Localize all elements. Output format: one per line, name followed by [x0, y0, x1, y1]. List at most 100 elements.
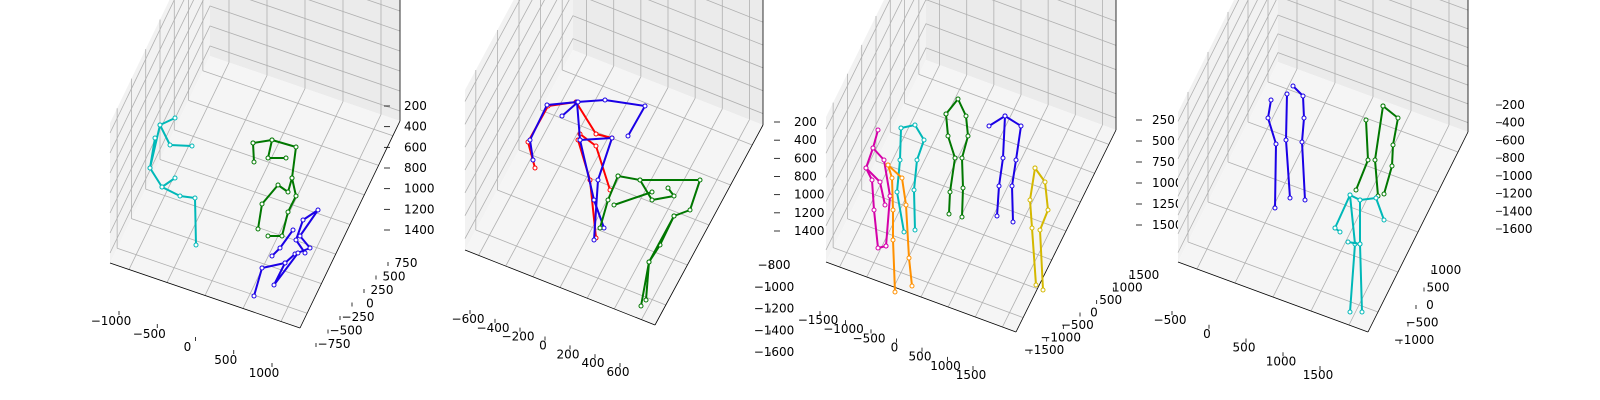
z-tick-label: 1500 [1152, 218, 1183, 232]
z-tick-label: 400 [1502, 116, 1525, 130]
x-axis-line [464, 249, 656, 326]
skeleton-joint [289, 175, 295, 181]
x-axis-line [1177, 261, 1369, 333]
gridline [131, 218, 322, 285]
skeleton-bone [872, 147, 891, 247]
gridline [109, 0, 175, 134]
gridline [159, 159, 351, 225]
gridline [1177, 0, 1469, 178]
skeleton-joint [1337, 229, 1343, 235]
gridline [464, 0, 764, 148]
skeleton-joint [544, 102, 550, 108]
skeleton-joint [271, 282, 277, 288]
skeleton-joint [903, 202, 909, 208]
skeleton-joint [285, 189, 291, 195]
skeleton-joint [637, 177, 643, 183]
skeleton-joint [269, 253, 275, 259]
y-tick-label: −1000 [1394, 333, 1435, 347]
x-tick-label: 0 [184, 340, 192, 354]
skeleton-joint [697, 177, 703, 183]
skeleton-joint [1045, 207, 1051, 213]
skeleton-joint [290, 227, 296, 233]
skeleton-bone [613, 191, 653, 206]
skeleton-joint [152, 135, 158, 141]
skeleton-joint [955, 96, 961, 102]
skeleton-joint [1395, 115, 1401, 121]
skeleton-joint [665, 185, 671, 191]
skeleton-joint [892, 289, 898, 295]
y-axis-line [654, 124, 764, 326]
y-tick-label: 0 [1090, 306, 1098, 320]
gridline [825, 0, 1117, 154]
skeleton-joint [293, 193, 299, 199]
gridline [847, 218, 1038, 290]
skeleton-joint [906, 255, 912, 261]
skeleton-joint [1302, 197, 1308, 203]
skeleton-joint [1027, 197, 1033, 203]
x-tick-label: −500 [1154, 313, 1187, 327]
skeleton-joint [1283, 137, 1289, 143]
gridline [825, 0, 1117, 178]
z-tick-label: 750 [1152, 155, 1175, 169]
skeleton-3 [597, 173, 703, 309]
skeleton-joint [1359, 309, 1365, 315]
skeleton-joint [883, 243, 889, 249]
skeleton-joint [192, 195, 198, 201]
skeleton-joint [899, 175, 905, 181]
skeleton-6 [1027, 165, 1051, 293]
x-tick-label: −200 [502, 330, 535, 344]
skeleton-joint [946, 211, 952, 217]
gridline [464, 0, 533, 125]
skeleton-joint [649, 197, 655, 203]
skeleton-joint [593, 143, 599, 149]
skeleton-joint [250, 140, 256, 146]
y-tick-label: 1000 [1431, 263, 1462, 277]
skeleton-joint [193, 242, 199, 248]
z-tick-label: 1000 [1502, 169, 1533, 183]
gridline [825, 47, 1117, 251]
skeleton-joint [959, 155, 965, 161]
skeleton-joint [172, 115, 178, 121]
skeleton-joint [1381, 191, 1387, 197]
skeleton-bone [1029, 167, 1037, 286]
skeleton-joint [1009, 183, 1015, 189]
z-tick-label: 500 [1152, 134, 1175, 148]
z-tick-label: 1600 [1502, 222, 1533, 236]
skeleton-joint [602, 97, 608, 103]
y-tick-label: −500 [330, 324, 363, 338]
skeleton-joint [909, 283, 915, 289]
gridline [109, 0, 401, 194]
skeleton-5 [986, 113, 1024, 225]
skeleton-joint [1332, 225, 1338, 231]
skeleton-bone [988, 115, 1022, 223]
skeleton-joint [901, 229, 907, 235]
z-tick-label: 400 [794, 133, 817, 147]
y-tick-label: −800 [758, 258, 791, 272]
z-tick-label: 1000 [1152, 176, 1183, 190]
skeleton-joint [159, 184, 165, 190]
skeleton-joint [259, 201, 265, 207]
subplot-4: −500 0 500 1000 1500 1000 500 0 −500 −1000 1600 140… [1154, 0, 1533, 382]
skeleton-joint [147, 165, 153, 171]
skeleton-joint [189, 143, 195, 149]
z-tick-label: 1000 [404, 182, 435, 196]
gridline [1177, 33, 1469, 235]
x-tick-label: 1500 [956, 368, 987, 382]
skeleton-joint [601, 225, 607, 231]
skeleton-joint [943, 111, 949, 117]
skeleton-joint [1284, 91, 1290, 97]
z-tick-label: 1200 [404, 202, 435, 216]
skeleton-joint [885, 162, 891, 168]
skeleton-joint [947, 189, 953, 195]
skeleton-joint [611, 202, 617, 208]
skeleton-joint [591, 237, 597, 243]
skeleton-joint [1300, 93, 1306, 99]
skeleton-joint [279, 233, 285, 239]
gridline [475, 229, 666, 306]
skeleton-4 [943, 96, 971, 220]
z-tick-label: 1000 [794, 188, 825, 202]
skeleton-joint [945, 133, 951, 139]
z-tick-label: 1400 [404, 223, 435, 237]
skeleton-joint [300, 217, 306, 223]
skeleton-joint [875, 127, 881, 133]
